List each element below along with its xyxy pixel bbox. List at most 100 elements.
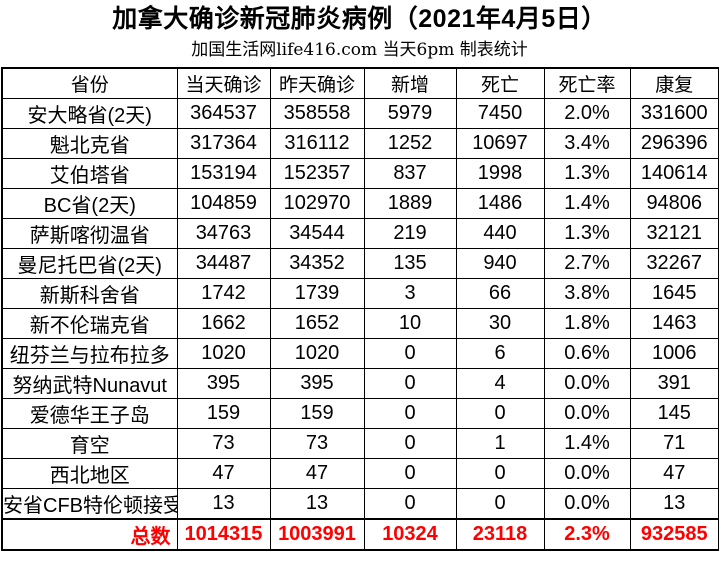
cell-total-death-rate: 2.3% [543, 518, 631, 551]
cell-yesterday-confirmed: 316112 [269, 128, 365, 159]
table-row-total: 总数 1014315 1003991 10324 23118 2.3% 9325… [1, 518, 719, 551]
cell-province: 育空 [1, 428, 178, 459]
cell-today-confirmed: 34763 [176, 218, 271, 249]
cell-yesterday-confirmed: 47 [269, 458, 365, 489]
cell-new-cases: 0 [363, 458, 457, 489]
cell-death-rate: 0.0% [543, 488, 631, 520]
header-new-cases: 新增 [363, 67, 457, 99]
cell-yesterday-confirmed: 34544 [269, 218, 365, 249]
cell-today-confirmed: 34487 [176, 248, 271, 279]
table-row-alberta: 艾伯塔省 153194 152357 837 1998 1.3% 140614 [1, 158, 719, 189]
cell-yesterday-confirmed: 34352 [269, 248, 365, 279]
cell-death-rate: 1.4% [543, 188, 631, 219]
cell-today-confirmed: 364537 [176, 98, 271, 129]
cell-province: 努纳武特Nunavut [1, 368, 178, 399]
cell-province: 新斯科舍省 [1, 278, 178, 309]
cell-total-label: 总数 [1, 518, 178, 551]
cell-province: 艾伯塔省 [1, 158, 178, 189]
table-row-northwest-territories: 西北地区 47 47 0 0 0.0% 47 [1, 458, 719, 489]
cell-recovered: 32121 [629, 218, 719, 249]
cell-yesterday-confirmed: 73 [269, 428, 365, 459]
cell-deaths: 7450 [455, 98, 545, 129]
cell-total-deaths: 23118 [455, 518, 545, 551]
table-row-cfb-trenton: 安省CFB特伦顿接受隔离 13 13 0 0 0.0% 13 [1, 488, 719, 520]
cell-recovered: 296396 [629, 128, 719, 159]
cell-deaths: 4 [455, 368, 545, 399]
cell-recovered: 391 [629, 368, 719, 399]
cell-recovered: 1006 [629, 338, 719, 369]
cell-province: 爱德华王子岛 [1, 398, 178, 429]
cell-today-confirmed: 1020 [176, 338, 271, 369]
cell-recovered: 1463 [629, 308, 719, 339]
table-row-pei: 爱德华王子岛 159 159 0 0 0.0% 145 [1, 398, 719, 429]
cell-death-rate: 2.7% [543, 248, 631, 279]
cell-yesterday-confirmed: 1652 [269, 308, 365, 339]
cell-today-confirmed: 159 [176, 398, 271, 429]
cell-today-confirmed: 317364 [176, 128, 271, 159]
cell-death-rate: 1.4% [543, 428, 631, 459]
cell-new-cases: 3 [363, 278, 457, 309]
cell-death-rate: 0.6% [543, 338, 631, 369]
cell-new-cases: 1889 [363, 188, 457, 219]
cell-death-rate: 1.8% [543, 308, 631, 339]
cell-new-cases: 219 [363, 218, 457, 249]
cell-today-confirmed: 1662 [176, 308, 271, 339]
header-province: 省份 [1, 67, 178, 99]
cell-recovered: 140614 [629, 158, 719, 189]
table-row-yukon: 育空 73 73 0 1 1.4% 71 [1, 428, 719, 459]
cell-province: 安省CFB特伦顿接受隔离 [1, 488, 178, 520]
cell-death-rate: 1.3% [543, 218, 631, 249]
cell-yesterday-confirmed: 1739 [269, 278, 365, 309]
cell-deaths: 6 [455, 338, 545, 369]
cell-recovered: 71 [629, 428, 719, 459]
header-deaths: 死亡 [455, 67, 545, 99]
cell-total-recovered: 932585 [629, 518, 719, 551]
cell-today-confirmed: 104859 [176, 188, 271, 219]
cell-yesterday-confirmed: 152357 [269, 158, 365, 189]
table-row-new-brunswick: 新不伦瑞克省 1662 1652 10 30 1.8% 1463 [1, 308, 719, 339]
cell-deaths: 0 [455, 398, 545, 429]
table-header-row: 省份 当天确诊 昨天确诊 新增 死亡 死亡率 康复 [1, 67, 719, 99]
cell-new-cases: 0 [363, 368, 457, 399]
header-recovered: 康复 [629, 67, 719, 99]
table-row-saskatchewan: 萨斯喀彻温省 34763 34544 219 440 1.3% 32121 [1, 218, 719, 249]
cell-today-confirmed: 47 [176, 458, 271, 489]
cell-total-new-cases: 10324 [363, 518, 457, 551]
cell-today-confirmed: 1742 [176, 278, 271, 309]
cell-new-cases: 0 [363, 338, 457, 369]
cell-recovered: 32267 [629, 248, 719, 279]
cell-new-cases: 0 [363, 398, 457, 429]
cell-death-rate: 0.0% [543, 398, 631, 429]
cell-deaths: 10697 [455, 128, 545, 159]
cell-province: 纽芬兰与拉布拉多 [1, 338, 178, 369]
subtitle: 加国生活网life416.com 当天6pm 制表统计 [191, 40, 528, 60]
cell-province: 安大略省(2天) [1, 98, 178, 129]
cell-yesterday-confirmed: 13 [269, 488, 365, 520]
cell-total-today-confirmed: 1014315 [176, 518, 271, 551]
cell-today-confirmed: 153194 [176, 158, 271, 189]
header-today-confirmed: 当天确诊 [176, 67, 271, 99]
cell-new-cases: 0 [363, 488, 457, 520]
cell-death-rate: 2.0% [543, 98, 631, 129]
table-row-newfoundland: 纽芬兰与拉布拉多 1020 1020 0 6 0.6% 1006 [1, 338, 719, 369]
page-title: 加拿大确诊新冠肺炎病例（2021年4月5日） [112, 5, 607, 33]
cell-new-cases: 837 [363, 158, 457, 189]
cell-today-confirmed: 13 [176, 488, 271, 520]
table-row-quebec: 魁北克省 317364 316112 1252 10697 3.4% 29639… [1, 128, 719, 159]
cell-death-rate: 3.8% [543, 278, 631, 309]
cell-yesterday-confirmed: 159 [269, 398, 365, 429]
cell-province: 萨斯喀彻温省 [1, 218, 178, 249]
table-row-ontario: 安大略省(2天) 364537 358558 5979 7450 2.0% 33… [1, 98, 719, 129]
cell-death-rate: 0.0% [543, 458, 631, 489]
cell-new-cases: 1252 [363, 128, 457, 159]
cell-today-confirmed: 395 [176, 368, 271, 399]
cell-deaths: 1998 [455, 158, 545, 189]
covid-cases-table: 省份 当天确诊 昨天确诊 新增 死亡 死亡率 康复 安大略省(2天) 36453… [1, 67, 719, 551]
cell-deaths: 66 [455, 278, 545, 309]
cell-yesterday-confirmed: 1020 [269, 338, 365, 369]
cell-new-cases: 135 [363, 248, 457, 279]
cell-yesterday-confirmed: 358558 [269, 98, 365, 129]
cell-yesterday-confirmed: 102970 [269, 188, 365, 219]
cell-recovered: 1645 [629, 278, 719, 309]
cell-new-cases: 0 [363, 428, 457, 459]
